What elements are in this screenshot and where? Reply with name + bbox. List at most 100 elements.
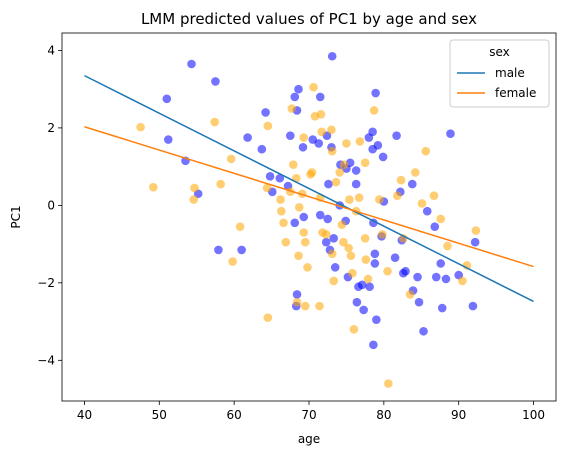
point-female-63 (378, 230, 387, 239)
point-female-26 (294, 251, 303, 261)
point-male-74 (422, 206, 432, 216)
point-female-65 (384, 379, 393, 388)
point-female-37 (315, 301, 324, 311)
point-male-82 (468, 301, 478, 311)
point-female-29 (309, 82, 318, 92)
x-tick-label-80: 80 (376, 408, 391, 422)
point-female-67 (396, 175, 406, 185)
point-female-4 (210, 117, 219, 127)
x-tick-label-70: 70 (301, 408, 316, 422)
point-male-17 (294, 84, 303, 94)
point-female-66 (393, 191, 402, 200)
point-male-66 (390, 253, 400, 262)
point-female-76 (458, 276, 467, 286)
legend-label-female: female (495, 86, 536, 100)
legend-label-male: male (495, 66, 525, 80)
point-male-33 (323, 214, 333, 224)
point-female-78 (471, 226, 481, 235)
point-male-6 (214, 245, 223, 255)
point-female-18 (288, 160, 298, 170)
point-male-2 (187, 59, 196, 69)
point-male-16 (290, 92, 300, 102)
point-male-57 (370, 249, 380, 259)
point-male-70 (413, 272, 422, 282)
point-female-48 (339, 237, 348, 247)
point-female-41 (327, 125, 336, 135)
point-male-63 (392, 131, 401, 140)
point-female-74 (436, 214, 446, 224)
legend-box (449, 39, 550, 108)
fit-line-female (84, 126, 534, 268)
point-male-26 (327, 51, 337, 61)
point-female-61 (369, 106, 379, 115)
point-female-60 (363, 274, 373, 284)
point-male-52 (368, 144, 377, 154)
point-male-59 (365, 282, 374, 292)
point-female-57 (360, 158, 370, 168)
point-female-15 (281, 237, 291, 247)
point-male-75 (430, 222, 440, 231)
x-axis-label: age (298, 432, 320, 446)
point-male-61 (369, 340, 378, 350)
point-male-69 (407, 179, 417, 189)
point-female-72 (421, 146, 431, 156)
point-female-46 (339, 160, 349, 170)
legend-title: sex (489, 45, 510, 59)
point-female-52 (349, 325, 359, 334)
point-female-5 (216, 179, 225, 189)
x-axis-ticks: 40 50 60 70 80 90 100 (77, 401, 545, 422)
point-female-27 (292, 297, 302, 307)
point-male-46 (357, 280, 367, 290)
point-male-25 (315, 92, 325, 102)
point-male-0 (162, 94, 172, 104)
point-female-28 (300, 301, 310, 311)
point-female-49 (344, 243, 353, 253)
point-male-58 (370, 259, 380, 268)
point-male-77 (436, 259, 446, 268)
point-male-21 (299, 212, 309, 222)
point-female-70 (410, 168, 420, 177)
point-female-32 (307, 168, 317, 177)
point-female-0 (136, 122, 145, 132)
point-female-71 (417, 199, 427, 208)
point-female-25 (303, 263, 312, 272)
point-female-34 (317, 127, 327, 137)
point-male-54 (378, 152, 388, 162)
point-female-33 (316, 110, 326, 119)
point-male-50 (368, 127, 377, 137)
point-female-40 (329, 276, 339, 286)
y-tick-label-2: 2 (47, 121, 55, 135)
point-female-1 (149, 182, 158, 192)
point-female-3 (190, 183, 199, 193)
point-female-55 (354, 193, 364, 202)
x-tick-label-50: 50 (152, 408, 167, 422)
point-female-45 (337, 220, 347, 230)
point-female-17 (287, 104, 297, 113)
point-female-42 (327, 146, 337, 156)
fit-line-male (84, 74, 534, 303)
point-female-73 (429, 191, 439, 200)
y-tick-label-0: 0 (47, 198, 55, 212)
point-female-22 (294, 203, 304, 212)
y-tick-label-4: 4 (47, 43, 55, 57)
point-male-35 (321, 237, 331, 247)
point-male-10 (261, 108, 270, 117)
point-female-14 (279, 218, 288, 228)
point-male-78 (437, 303, 447, 313)
point-female-9 (263, 121, 273, 131)
legend: sex male female (449, 39, 550, 108)
point-male-80 (446, 129, 455, 139)
point-male-32 (315, 210, 325, 220)
point-male-9 (257, 144, 267, 154)
point-male-15 (285, 131, 295, 140)
point-male-8 (243, 133, 252, 142)
y-axis-label: PC1 (9, 205, 23, 228)
fit-lines (84, 74, 534, 303)
point-male-31 (324, 179, 333, 189)
point-male-83 (470, 237, 480, 247)
point-female-58 (360, 234, 370, 243)
point-female-2 (189, 195, 199, 204)
point-male-13 (275, 173, 285, 183)
point-male-73 (419, 326, 428, 336)
